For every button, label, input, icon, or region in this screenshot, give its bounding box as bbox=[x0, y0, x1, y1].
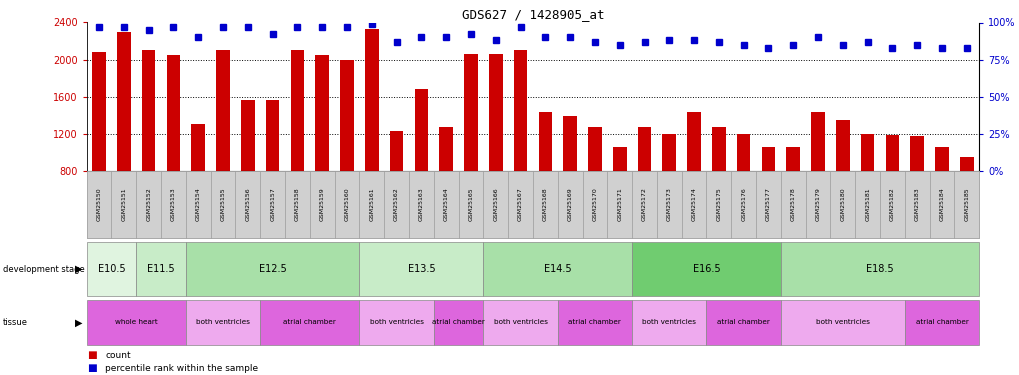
Text: GSM25151: GSM25151 bbox=[121, 188, 126, 221]
Text: ▶: ▶ bbox=[75, 264, 83, 274]
Bar bbox=[117, 32, 130, 171]
Text: GSM25160: GSM25160 bbox=[344, 188, 350, 221]
Text: E18.5: E18.5 bbox=[865, 264, 893, 274]
Bar bbox=[340, 60, 354, 171]
Text: tissue: tissue bbox=[3, 318, 29, 327]
Text: both ventricles: both ventricles bbox=[642, 320, 696, 326]
Bar bbox=[711, 127, 725, 171]
Text: GSM25156: GSM25156 bbox=[246, 188, 250, 221]
Bar bbox=[736, 134, 750, 171]
Text: GSM25171: GSM25171 bbox=[616, 188, 622, 221]
Text: GSM25176: GSM25176 bbox=[741, 188, 746, 221]
Bar bbox=[836, 120, 849, 171]
Text: GSM25180: GSM25180 bbox=[840, 188, 845, 221]
Text: atrial chamber: atrial chamber bbox=[568, 320, 621, 326]
Title: GDS627 / 1428905_at: GDS627 / 1428905_at bbox=[462, 8, 603, 21]
Text: GSM25153: GSM25153 bbox=[171, 188, 176, 221]
Text: GSM25155: GSM25155 bbox=[220, 188, 225, 221]
Bar bbox=[365, 29, 378, 171]
Bar bbox=[192, 124, 205, 171]
Bar bbox=[488, 54, 502, 171]
Text: GSM25170: GSM25170 bbox=[592, 188, 597, 221]
Bar bbox=[910, 136, 923, 171]
Bar bbox=[612, 147, 626, 171]
Text: E10.5: E10.5 bbox=[98, 264, 125, 274]
Bar bbox=[315, 55, 329, 171]
Text: GSM25163: GSM25163 bbox=[419, 188, 424, 221]
Bar bbox=[562, 116, 577, 171]
Bar bbox=[166, 55, 180, 171]
Text: GSM25159: GSM25159 bbox=[319, 188, 324, 221]
Bar bbox=[959, 157, 973, 171]
Text: both ventricles: both ventricles bbox=[196, 320, 250, 326]
Text: GSM25161: GSM25161 bbox=[369, 188, 374, 221]
Text: GSM25167: GSM25167 bbox=[518, 188, 523, 221]
Bar bbox=[810, 112, 824, 171]
Bar bbox=[142, 50, 155, 171]
Bar bbox=[884, 135, 899, 171]
Text: GSM25184: GSM25184 bbox=[938, 188, 944, 221]
Text: GSM25162: GSM25162 bbox=[393, 188, 398, 221]
Bar bbox=[661, 134, 676, 171]
Text: GSM25157: GSM25157 bbox=[270, 188, 275, 221]
Text: GSM25152: GSM25152 bbox=[146, 188, 151, 221]
Text: both ventricles: both ventricles bbox=[493, 320, 547, 326]
Bar bbox=[389, 131, 404, 171]
Text: GSM25154: GSM25154 bbox=[196, 188, 201, 221]
Text: E14.5: E14.5 bbox=[543, 264, 571, 274]
Text: GSM25150: GSM25150 bbox=[97, 188, 102, 221]
Text: GSM25181: GSM25181 bbox=[864, 188, 869, 221]
Text: GSM25178: GSM25178 bbox=[790, 188, 795, 221]
Bar bbox=[538, 112, 551, 171]
Text: ■: ■ bbox=[87, 350, 97, 360]
Text: GSM25183: GSM25183 bbox=[914, 188, 919, 221]
Text: GSM25164: GSM25164 bbox=[443, 188, 448, 221]
Text: atrial chamber: atrial chamber bbox=[915, 320, 967, 326]
Bar bbox=[92, 52, 106, 171]
Text: both ventricles: both ventricles bbox=[815, 320, 869, 326]
Text: GSM25182: GSM25182 bbox=[889, 188, 894, 221]
Bar bbox=[514, 50, 527, 171]
Text: GSM25185: GSM25185 bbox=[963, 188, 968, 221]
Text: GSM25172: GSM25172 bbox=[641, 188, 646, 221]
Text: GSM25166: GSM25166 bbox=[493, 188, 497, 221]
Text: GSM25168: GSM25168 bbox=[542, 188, 547, 221]
Bar bbox=[464, 54, 477, 171]
Text: E11.5: E11.5 bbox=[147, 264, 174, 274]
Text: GSM25179: GSM25179 bbox=[815, 188, 819, 221]
Bar bbox=[637, 127, 651, 171]
Text: E13.5: E13.5 bbox=[408, 264, 435, 274]
Text: GSM25158: GSM25158 bbox=[294, 188, 300, 221]
Bar bbox=[860, 134, 873, 171]
Text: atrial chamber: atrial chamber bbox=[432, 320, 485, 326]
Text: ■: ■ bbox=[87, 363, 97, 373]
Bar bbox=[588, 127, 601, 171]
Bar bbox=[240, 100, 255, 171]
Bar bbox=[934, 147, 948, 171]
Text: GSM25177: GSM25177 bbox=[765, 188, 770, 221]
Text: count: count bbox=[105, 351, 130, 360]
Bar bbox=[266, 100, 279, 171]
Text: GSM25169: GSM25169 bbox=[568, 188, 572, 221]
Bar bbox=[216, 50, 229, 171]
Text: development stage: development stage bbox=[3, 265, 85, 274]
Bar bbox=[439, 127, 452, 171]
Bar bbox=[786, 147, 799, 171]
Text: both ventricles: both ventricles bbox=[369, 320, 423, 326]
Text: GSM25173: GSM25173 bbox=[666, 188, 672, 221]
Bar bbox=[687, 112, 700, 171]
Text: atrial chamber: atrial chamber bbox=[283, 320, 336, 326]
Bar bbox=[414, 89, 428, 171]
Text: atrial chamber: atrial chamber bbox=[716, 320, 769, 326]
Text: GSM25174: GSM25174 bbox=[691, 188, 696, 221]
Text: whole heart: whole heart bbox=[115, 320, 158, 326]
Text: E12.5: E12.5 bbox=[259, 264, 286, 274]
Text: E16.5: E16.5 bbox=[692, 264, 719, 274]
Text: GSM25175: GSM25175 bbox=[715, 188, 720, 221]
Bar bbox=[761, 147, 774, 171]
Bar bbox=[290, 50, 304, 171]
Text: ▶: ▶ bbox=[75, 318, 83, 327]
Text: percentile rank within the sample: percentile rank within the sample bbox=[105, 364, 258, 373]
Text: GSM25165: GSM25165 bbox=[468, 188, 473, 221]
